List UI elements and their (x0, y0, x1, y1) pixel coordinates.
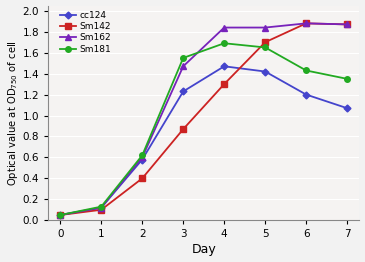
Sm142 (263, 41, 268, 44)
Line: Sm181: Sm181 (58, 41, 350, 218)
cc124 (222, 65, 226, 68)
Line: cc124: cc124 (58, 64, 350, 217)
Sm142 (99, 208, 103, 211)
Sm142 (345, 23, 349, 26)
Sm162 (222, 26, 226, 29)
cc124 (58, 214, 62, 217)
Legend: cc124, Sm142, Sm162, Sm181: cc124, Sm142, Sm162, Sm181 (59, 10, 112, 55)
Sm162 (304, 22, 308, 25)
Sm162 (140, 156, 145, 159)
Sm142 (58, 214, 62, 217)
Sm142 (140, 177, 145, 180)
Sm162 (263, 26, 268, 29)
X-axis label: Day: Day (191, 243, 216, 256)
Sm162 (181, 65, 185, 68)
Sm162 (58, 214, 62, 217)
Sm142 (222, 83, 226, 86)
Sm181 (222, 42, 226, 45)
Sm142 (181, 128, 185, 131)
Y-axis label: Optical value at OD$_{750}$ of cell: Optical value at OD$_{750}$ of cell (5, 40, 20, 186)
Line: Sm142: Sm142 (58, 21, 350, 218)
Sm162 (99, 206, 103, 209)
Sm181 (263, 46, 268, 49)
cc124 (99, 206, 103, 209)
cc124 (304, 93, 308, 96)
Sm181 (140, 154, 145, 157)
cc124 (181, 90, 185, 93)
Sm181 (99, 205, 103, 208)
cc124 (345, 107, 349, 110)
Sm162 (345, 23, 349, 26)
Sm181 (58, 214, 62, 217)
Sm181 (304, 69, 308, 72)
Sm181 (345, 77, 349, 80)
cc124 (140, 158, 145, 161)
Line: Sm162: Sm162 (58, 21, 350, 218)
cc124 (263, 70, 268, 73)
Sm142 (304, 22, 308, 25)
Sm181 (181, 56, 185, 59)
